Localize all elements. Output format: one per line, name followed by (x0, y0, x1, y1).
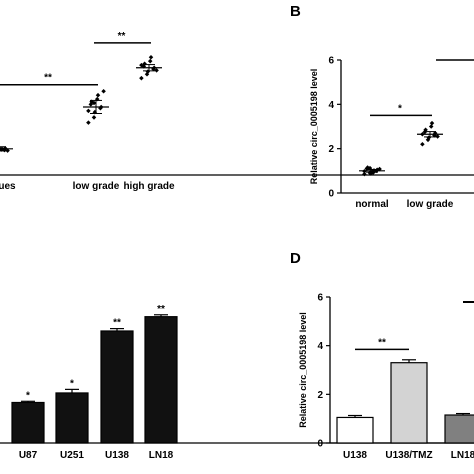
category-label: normal (355, 199, 389, 210)
data-point (429, 120, 435, 126)
y-tick-label: 0 (317, 439, 323, 450)
data-point (148, 54, 154, 60)
data-point (139, 75, 144, 81)
bar (390, 362, 428, 444)
bar (11, 401, 45, 444)
y-axis-title: Relative circ_0005198 level (298, 312, 308, 428)
panel-letter: B (290, 3, 301, 20)
bar (55, 392, 89, 444)
significance-label: * (398, 103, 402, 114)
y-tick-label: 4 (328, 100, 334, 111)
panel-d: 0 2 4 6 Relative circ_0005198 level U138 U138/… (290, 250, 474, 461)
category-label: U87 (19, 450, 38, 461)
category-label: U138 (105, 450, 129, 461)
y-tick-label: 6 (317, 293, 323, 304)
significance-label: ** (118, 31, 126, 42)
y-tick-label: 0 (328, 189, 334, 200)
category-label: U251 (60, 450, 84, 461)
category-label: U138 (343, 450, 367, 461)
category-label: high grade (123, 181, 175, 192)
data-point (91, 100, 97, 106)
bar (336, 416, 374, 444)
y-axis-title: Relative circ_0005198 level (309, 69, 319, 185)
category-label: LN18 (149, 450, 174, 461)
bar (144, 316, 178, 444)
data-point (139, 62, 144, 68)
category-label: LN18 (451, 450, 474, 461)
data-point (423, 127, 428, 133)
data-point (95, 92, 101, 98)
significance-label: * (70, 378, 74, 389)
significance-label: * (26, 390, 30, 401)
panel-letter: D (290, 250, 301, 267)
significance-label: ** (113, 318, 121, 329)
data-point (428, 124, 434, 129)
category-label: U138/TMZ (385, 450, 432, 461)
y-tick-label: 4 (317, 341, 323, 352)
significance-label: ** (378, 337, 386, 348)
data-point (377, 166, 382, 172)
data-point (101, 89, 106, 94)
significance-label: ** (44, 73, 52, 84)
category-label: low grade (407, 199, 454, 210)
bar (100, 330, 134, 444)
panel-b: 0 2 4 6 Relative circ_0005198 level normal low… (290, 3, 474, 210)
category-label: issues (0, 181, 16, 192)
data-point (86, 120, 91, 125)
data-point (147, 58, 153, 64)
bar (444, 414, 474, 444)
y-tick-label: 2 (317, 390, 323, 401)
data-point (86, 108, 91, 114)
category-label: low grade (73, 181, 120, 192)
y-tick-label: 6 (328, 56, 334, 67)
panel-c: * U87 * U251 ** U138 ** LN18 (0, 304, 474, 461)
data-point (91, 115, 97, 120)
data-point (420, 141, 425, 147)
y-tick-label: 2 (328, 144, 334, 155)
significance-label: ** (157, 304, 165, 315)
